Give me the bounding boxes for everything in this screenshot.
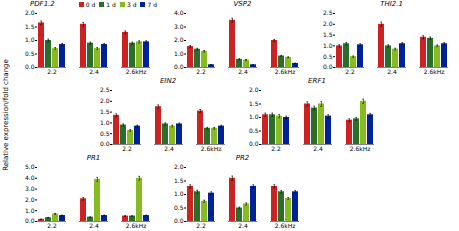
svg-text:2.4: 2.4	[89, 222, 99, 229]
svg-text:2.6kHz: 2.6kHz	[424, 68, 445, 75]
svg-text:0.0: 0.0	[248, 140, 258, 147]
svg-text:0.0: 0.0	[174, 217, 184, 224]
svg-text:0.5: 0.5	[323, 53, 333, 60]
svg-text:2.2: 2.2	[196, 68, 206, 75]
svg-text:1.0: 1.0	[99, 119, 109, 126]
svg-text:1.5: 1.5	[25, 23, 35, 30]
svg-text:2.6kHz: 2.6kHz	[126, 68, 147, 75]
svg-text:2.6kHz: 2.6kHz	[126, 222, 147, 229]
html-text:ERF1: ERF1	[308, 77, 326, 85]
svg-text:2.4: 2.4	[387, 68, 397, 75]
svg-text:0.0: 0.0	[25, 217, 35, 224]
svg-text:2.6kHz: 2.6kHz	[275, 222, 296, 229]
svg-text:2.6kHz: 2.6kHz	[275, 68, 296, 75]
svg-text:4.0: 4.0	[174, 9, 184, 16]
svg-text:2.2: 2.2	[345, 68, 355, 75]
html-text:THI2.1: THI2.1	[380, 0, 403, 8]
svg-text:3.0: 3.0	[25, 185, 35, 192]
svg-text:0.0: 0.0	[174, 63, 184, 70]
svg-text:2.5: 2.5	[99, 86, 109, 93]
svg-text:2.0: 2.0	[248, 86, 258, 93]
svg-text:1.0: 1.0	[25, 207, 35, 214]
svg-text:2.2: 2.2	[271, 145, 281, 152]
html-text:7 d: 7 d	[147, 1, 157, 8]
svg-text:4.0: 4.0	[25, 174, 35, 181]
svg-text:1.0: 1.0	[323, 42, 333, 49]
svg-text:1.5: 1.5	[99, 108, 109, 115]
html-text:PR2: PR2	[235, 154, 250, 162]
svg-text:1.5: 1.5	[174, 177, 184, 184]
svg-text:1.5: 1.5	[323, 31, 333, 38]
html-text:PDF1.2: PDF1.2	[30, 0, 55, 8]
svg-text:0.5: 0.5	[248, 127, 258, 134]
svg-text:2.6kHz: 2.6kHz	[200, 145, 221, 152]
svg-text:0.0: 0.0	[99, 140, 109, 147]
svg-text:2.5: 2.5	[323, 9, 333, 16]
svg-text:0.5: 0.5	[25, 50, 35, 57]
svg-text:2.4: 2.4	[238, 222, 248, 229]
svg-text:2.2: 2.2	[122, 145, 132, 152]
svg-text:2.2: 2.2	[196, 222, 206, 229]
svg-text:2.0: 2.0	[25, 196, 35, 203]
html-text:1 d: 1 d	[106, 1, 116, 8]
svg-text:1.0: 1.0	[174, 50, 184, 57]
svg-text:0.0: 0.0	[25, 63, 35, 70]
svg-text:2.0: 2.0	[323, 20, 333, 27]
html-text:PR1: PR1	[86, 154, 101, 162]
html-text:Relative expression/fold chang: Relative expression/fold change	[2, 59, 10, 171]
svg-text:2.0: 2.0	[174, 163, 184, 170]
svg-text:2.2: 2.2	[47, 222, 57, 229]
svg-text:5.0: 5.0	[25, 163, 35, 170]
svg-text:2.4: 2.4	[313, 145, 323, 152]
svg-text:1.5: 1.5	[248, 100, 258, 107]
svg-text:2.4: 2.4	[164, 145, 174, 152]
html-text:VSP2: VSP2	[233, 0, 252, 8]
svg-text:1.0: 1.0	[174, 190, 184, 197]
svg-text:0.0: 0.0	[323, 63, 333, 70]
html-text:EIN2: EIN2	[159, 77, 177, 85]
svg-text:3.0: 3.0	[174, 23, 184, 30]
svg-text:1.0: 1.0	[25, 36, 35, 43]
svg-text:2.2: 2.2	[47, 68, 57, 75]
svg-text:2.4: 2.4	[238, 68, 248, 75]
html-text:0 d: 0 d	[85, 1, 96, 8]
svg-text:2.0: 2.0	[174, 36, 184, 43]
svg-text:0.5: 0.5	[99, 130, 109, 137]
svg-text:2.0: 2.0	[25, 9, 35, 16]
svg-text:2.6kHz: 2.6kHz	[349, 145, 370, 152]
html-text:3 d: 3 d	[126, 1, 137, 8]
svg-text:2.0: 2.0	[99, 97, 109, 104]
svg-text:0.5: 0.5	[174, 204, 184, 211]
svg-text:2.4: 2.4	[89, 68, 99, 75]
svg-text:1.0: 1.0	[248, 113, 258, 120]
